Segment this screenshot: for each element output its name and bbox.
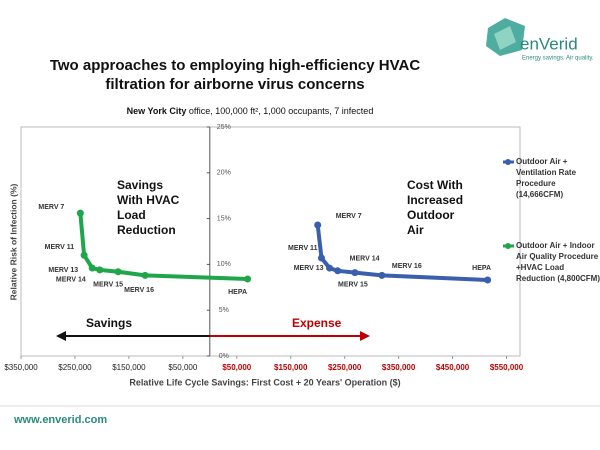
arrow-label: Savings [86, 316, 132, 330]
annotation: Air [407, 223, 424, 237]
x-tick-label: $550,000 [490, 363, 524, 372]
annotation: With HVAC [117, 193, 180, 207]
y-tick-label: 20% [217, 170, 231, 177]
x-tick-label: $250,000 [328, 363, 362, 372]
savings-arrowhead [56, 331, 66, 341]
x-tick-label: $150,000 [112, 363, 146, 372]
data-point [314, 221, 322, 229]
point-label: MERV 7 [38, 204, 64, 211]
y-axis-label: Relative Risk of Infection (%) [8, 184, 18, 301]
y-tick-label: 15% [217, 215, 231, 222]
data-point [76, 209, 84, 217]
data-point [334, 267, 342, 275]
logo: enVerid Energy savings. Air quality. [486, 18, 594, 62]
legend-swatch [505, 243, 511, 249]
data-point [326, 264, 334, 272]
y-tick-label: 25% [217, 124, 231, 131]
data-point [114, 268, 122, 276]
point-label: MERV 14 [56, 277, 86, 284]
point-label: MERV 13 [48, 267, 78, 274]
x-tick-label: $350,000 [382, 363, 416, 372]
y-tick-label: 0% [219, 353, 229, 360]
subtitle-bold: New York City [127, 106, 187, 116]
logo-tagline: Energy savings. Air quality. [522, 56, 594, 62]
point-label: MERV 11 [45, 244, 75, 251]
logo-name: enVerid [520, 34, 578, 53]
annotation: Outdoor [407, 208, 455, 222]
y-tick-label: 10% [217, 261, 231, 268]
data-point [96, 266, 104, 274]
data-point [378, 271, 386, 279]
arrow-label: Expense [292, 316, 342, 330]
x-tick-label: $250,000 [58, 363, 92, 372]
annotation: Cost With [407, 178, 463, 192]
y-tick-label: 5% [219, 307, 229, 314]
point-label: MERV 15 [338, 281, 368, 288]
subtitle: office, 100,000 ft², 1,000 occupants, 7 … [186, 106, 373, 116]
chart-title: Two approaches to employing high-efficie… [50, 57, 420, 74]
x-axis-label: Relative Life Cycle Savings: First Cost … [129, 377, 400, 387]
expense-arrowhead [360, 331, 370, 341]
annotation: Increased [407, 193, 463, 207]
point-label: MERV 16 [392, 263, 422, 270]
data-point [351, 269, 359, 277]
point-label: MERV 11 [288, 245, 318, 252]
point-label: MERV 16 [124, 287, 154, 294]
x-tick-label: $150,000 [274, 363, 308, 372]
chart-subtitle: New York City office, 100,000 ft², 1,000… [127, 106, 374, 116]
data-point [244, 275, 252, 283]
legend-entry: Outdoor Air + Ventilation Rate Procedure… [516, 157, 577, 199]
x-tick-label: $350,000 [4, 363, 38, 372]
x-tick-label: $50,000 [222, 363, 251, 372]
data-point [141, 271, 149, 279]
annotation: Load [117, 208, 146, 222]
data-point [484, 276, 492, 284]
logo-icon [494, 26, 516, 50]
legend-swatch [505, 159, 511, 165]
x-tick-label: $50,000 [168, 363, 197, 372]
x-tick-label: $450,000 [436, 363, 470, 372]
data-point [317, 254, 325, 262]
series-line [315, 224, 488, 282]
annotation: Reduction [117, 223, 176, 237]
point-label: HEPA [472, 265, 491, 272]
footer: www.enverid.com [13, 414, 107, 426]
data-point [88, 264, 96, 272]
data-point [80, 251, 88, 259]
point-label: MERV 13 [294, 265, 324, 272]
chart-title: filtration for airborne virus concerns [105, 76, 364, 93]
point-label: MERV 14 [350, 256, 380, 263]
point-label: HEPA [228, 289, 247, 296]
legend-entry: Outdoor Air + Indoor Air Quality Procedu… [516, 241, 600, 283]
annotation: Savings [117, 178, 163, 192]
point-label: MERV 15 [93, 282, 123, 289]
plot-frame [20, 126, 521, 357]
point-label: MERV 7 [336, 213, 362, 220]
